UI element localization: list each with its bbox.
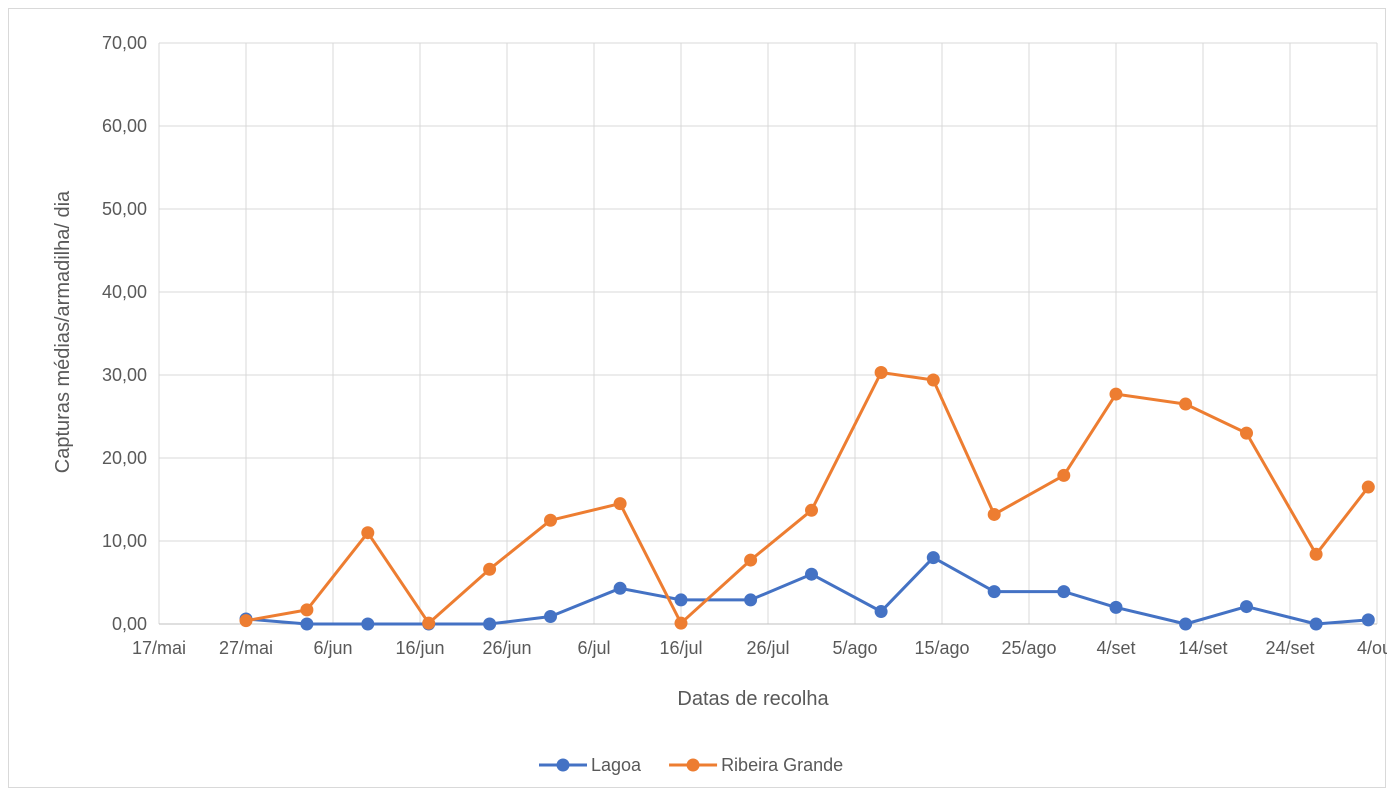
data-point <box>544 610 557 624</box>
data-point <box>361 617 375 631</box>
line-chart: 0,0010,0020,0030,0040,0050,0060,0070,00 … <box>52 33 1394 775</box>
data-point <box>674 593 688 607</box>
data-point <box>361 526 375 540</box>
data-point <box>874 366 888 380</box>
y-tick-label: 60,00 <box>102 116 147 136</box>
series-line <box>245 556 1369 626</box>
data-point <box>926 373 940 387</box>
data-point <box>926 551 940 565</box>
y-tick-label: 70,00 <box>102 33 147 53</box>
y-tick-label: 50,00 <box>102 199 147 219</box>
x-tick-label: 14/set <box>1178 638 1227 658</box>
data-point <box>1240 426 1253 440</box>
y-tick-label: 10,00 <box>102 531 147 551</box>
y-axis-title: Capturas médias/armadilha/ dia <box>52 190 74 473</box>
data-point <box>613 497 627 511</box>
data-point <box>300 603 314 617</box>
x-tick-label: 26/jun <box>482 638 531 658</box>
y-axis-ticks: 0,00 10,00 20,00 30,00 40,00 50,00 60,00 70,00 <box>102 33 147 634</box>
series-lagoa <box>239 551 1375 631</box>
y-tick-label: 30,00 <box>102 365 147 385</box>
data-point <box>422 616 436 630</box>
data-point <box>483 562 497 576</box>
data-point <box>1309 547 1323 561</box>
x-axis-title: Datas de recolha <box>677 688 829 710</box>
data-point <box>1361 480 1375 494</box>
x-tick-label: 16/jun <box>395 638 444 658</box>
data-point <box>744 553 758 567</box>
data-point <box>805 567 818 581</box>
data-point <box>1109 387 1123 401</box>
x-tick-label: 15/ago <box>914 638 969 658</box>
legend-label: Lagoa <box>591 755 642 775</box>
legend-label: Ribeira Grande <box>721 755 843 775</box>
data-point <box>1361 613 1375 627</box>
legend: Lagoa Ribeira Grande <box>539 755 843 775</box>
y-tick-label: 40,00 <box>102 282 147 302</box>
series-line <box>245 371 1370 625</box>
data-point <box>1057 585 1071 599</box>
data-point <box>674 616 688 630</box>
legend-swatch-marker <box>686 758 700 772</box>
x-tick-label: 5/ago <box>832 638 877 658</box>
legend-item: Lagoa <box>539 755 642 775</box>
data-point <box>744 593 758 607</box>
x-tick-label: 25/ago <box>1001 638 1056 658</box>
data-point <box>613 581 627 595</box>
x-tick-label: 27/mai <box>219 638 273 658</box>
x-tick-label: 4/set <box>1096 638 1135 658</box>
data-point <box>483 617 497 631</box>
data-point <box>1240 600 1253 614</box>
x-tick-label: 24/set <box>1265 638 1314 658</box>
data-point <box>544 513 557 527</box>
x-tick-label: 17/mai <box>132 638 186 658</box>
x-axis-ticks: 17/mai 27/mai 6/jun 16/jun 26/jun 6/jul 16/jul… <box>132 638 1394 658</box>
series-ribeira-grande <box>239 366 1375 630</box>
legend-swatch-marker <box>556 758 570 772</box>
data-point <box>1179 397 1193 411</box>
x-tick-label: 16/jul <box>659 638 702 658</box>
x-tick-label: 6/jun <box>313 638 352 658</box>
y-tick-label: 20,00 <box>102 448 147 468</box>
data-point <box>1109 600 1123 614</box>
data-point <box>987 507 1001 521</box>
data-point <box>300 617 314 631</box>
legend-item: Ribeira Grande <box>669 755 843 775</box>
data-point <box>1309 617 1323 631</box>
data-point <box>239 614 253 628</box>
data-point <box>1057 468 1071 482</box>
gridlines <box>158 42 1378 625</box>
y-tick-label: 0,00 <box>112 614 147 634</box>
x-tick-label: 26/jul <box>746 638 789 658</box>
x-tick-label: 6/jul <box>577 638 610 658</box>
data-point <box>1179 617 1193 631</box>
x-tick-label: 4/out <box>1357 638 1387 658</box>
chart-frame: 0,00 10,00 20,00 30,00 40,00 50,00 60,00 70,00 … <box>8 8 1394 788</box>
series-lines <box>239 366 1375 631</box>
data-point <box>805 503 818 517</box>
data-point <box>874 605 888 619</box>
data-point <box>987 585 1001 599</box>
